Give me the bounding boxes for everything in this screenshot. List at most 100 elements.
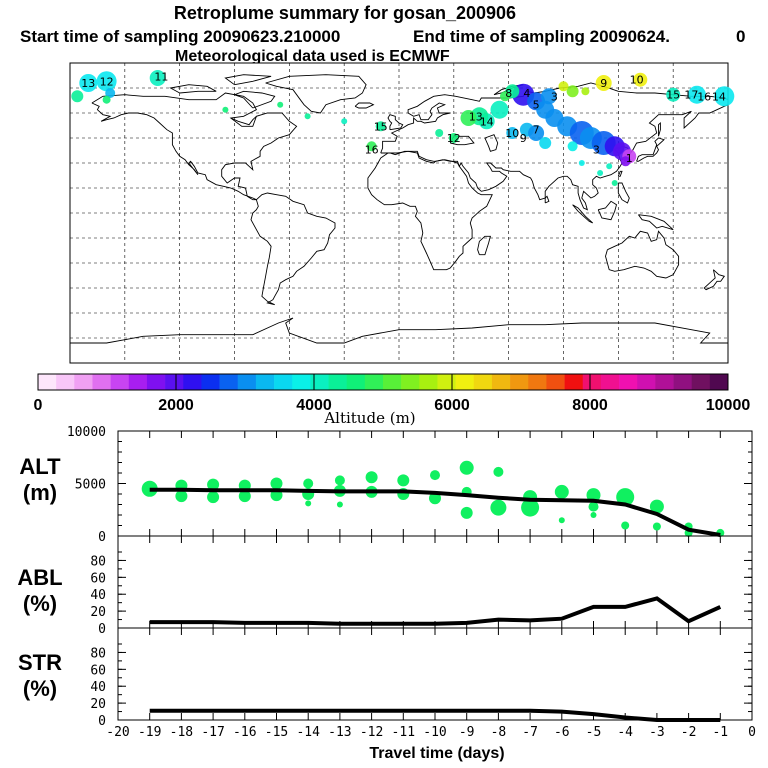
colorbar-cell bbox=[419, 374, 438, 390]
colorbar-cell bbox=[437, 374, 456, 390]
alt-label: ALT bbox=[19, 454, 61, 479]
colorbar-cell bbox=[364, 374, 384, 390]
x-tick-label: -18 bbox=[170, 725, 193, 740]
altitude-colorbar: 0 2000 4000 6000 8000 10000 Altitude (m) bbox=[34, 373, 751, 427]
plume-cluster bbox=[304, 113, 311, 120]
figure-title: Retroplume summary for gosan_200906 bbox=[174, 3, 516, 23]
x-tick-label: 0 bbox=[748, 725, 756, 740]
alt-point bbox=[460, 506, 473, 519]
plume-cluster bbox=[540, 88, 557, 105]
colorbar-cell bbox=[165, 374, 184, 390]
colorbar-cell bbox=[128, 374, 148, 390]
coastline-south-america bbox=[250, 192, 336, 306]
plume-day-label: 9 bbox=[520, 132, 527, 145]
colorbar-cell bbox=[491, 374, 511, 390]
start-time-label: Start time of sampling 20090623.210000 bbox=[20, 27, 340, 46]
abl-panel: 0 20 40 60 80 ABL(%) bbox=[17, 535, 753, 637]
y-tick-label: 60 bbox=[90, 663, 106, 678]
plume-cluster bbox=[79, 74, 98, 92]
plume-cluster bbox=[375, 121, 386, 132]
y-tick-label: 20 bbox=[90, 697, 106, 712]
alt-median-line bbox=[149, 487, 721, 537]
abl-line bbox=[149, 596, 722, 626]
plume-cluster bbox=[366, 141, 377, 152]
plume-day-label: 1 bbox=[626, 152, 633, 165]
colorbar-cell bbox=[473, 374, 493, 390]
plume-cluster bbox=[597, 170, 604, 176]
plume-cluster bbox=[687, 85, 706, 104]
coastline-taiwan bbox=[617, 170, 623, 177]
y-tick-label: 40 bbox=[90, 588, 106, 603]
coastline-ellesmere bbox=[224, 74, 272, 86]
x-tick-label: -9 bbox=[459, 725, 475, 740]
colorbar-cell bbox=[510, 374, 529, 390]
plume-cluster bbox=[149, 70, 166, 86]
plume-day-label: 17 bbox=[684, 89, 698, 102]
y-tick-label: 80 bbox=[90, 554, 106, 569]
x-axis-title: Travel time (days) bbox=[369, 745, 504, 762]
y-tick-label: 0 bbox=[98, 714, 106, 729]
alt-point bbox=[588, 501, 599, 512]
str-frame bbox=[117, 627, 753, 721]
colorbar-cell bbox=[183, 374, 202, 390]
colorbar-cell bbox=[310, 374, 329, 390]
plume-cluster bbox=[506, 127, 519, 139]
colorbar-cell bbox=[56, 374, 75, 390]
end-time-tail: 0 bbox=[736, 27, 745, 46]
plume-cluster bbox=[567, 141, 578, 152]
alt-point bbox=[490, 499, 507, 516]
plume-cluster bbox=[71, 90, 84, 103]
plume-cluster bbox=[558, 81, 569, 92]
x-tick-label: -5 bbox=[586, 725, 602, 740]
plume-cluster bbox=[714, 86, 735, 107]
plume-cluster bbox=[620, 156, 631, 167]
colorbar-cell bbox=[655, 374, 674, 390]
plume-clusters bbox=[71, 70, 735, 186]
y-tick-label: 80 bbox=[90, 646, 106, 661]
coastlines bbox=[70, 74, 729, 344]
x-tick-label: -17 bbox=[201, 725, 224, 740]
plume-day-label: 10 bbox=[630, 74, 644, 87]
x-tick-label: -12 bbox=[360, 725, 383, 740]
colorbar-cell bbox=[691, 374, 711, 390]
alt-point bbox=[616, 488, 635, 507]
plume-day-label: 15 bbox=[666, 89, 680, 102]
colorbar-tick-label: 10000 bbox=[706, 397, 751, 414]
colorbar-cell bbox=[600, 374, 620, 390]
colorbar-cell bbox=[528, 374, 547, 390]
alt-point bbox=[493, 466, 504, 477]
met-data-label: Meteorological data used is ECMWF bbox=[175, 48, 450, 65]
alt-point bbox=[238, 490, 251, 503]
plume-cluster bbox=[460, 110, 477, 126]
colorbar-cell bbox=[546, 374, 565, 390]
y-tick-label: 40 bbox=[90, 680, 106, 695]
plume-day-label: 5 bbox=[533, 99, 540, 112]
x-tick-label: -3 bbox=[649, 725, 665, 740]
x-tick-label: -11 bbox=[392, 725, 415, 740]
alt-point bbox=[270, 477, 283, 490]
plume-day-label: 10 bbox=[505, 127, 519, 140]
colorbar-cell bbox=[110, 374, 130, 390]
abl-unit: (%) bbox=[23, 591, 57, 616]
y-tick-label: 0 bbox=[98, 622, 106, 637]
colorbar-tick-label: 4000 bbox=[296, 397, 332, 414]
coastline-canadian-arctic bbox=[169, 84, 217, 94]
x-tick-label: -19 bbox=[138, 725, 161, 740]
plume-day-label: 14 bbox=[480, 115, 494, 128]
colorbar-cell bbox=[201, 374, 220, 390]
caspian-sea bbox=[484, 134, 499, 152]
str-label: STR bbox=[18, 650, 62, 675]
alt-point bbox=[303, 478, 314, 489]
alt-point bbox=[334, 475, 345, 486]
colorbar-cell bbox=[74, 374, 93, 390]
colorbar-cell bbox=[564, 374, 584, 390]
y-tick-label: 20 bbox=[90, 605, 106, 620]
plume-cluster bbox=[490, 100, 509, 119]
plume-day-label: 11 bbox=[154, 70, 168, 83]
alt-point bbox=[365, 471, 378, 484]
str-line bbox=[149, 708, 721, 722]
colorbar-cell bbox=[383, 374, 402, 390]
plume-cluster bbox=[528, 125, 545, 141]
